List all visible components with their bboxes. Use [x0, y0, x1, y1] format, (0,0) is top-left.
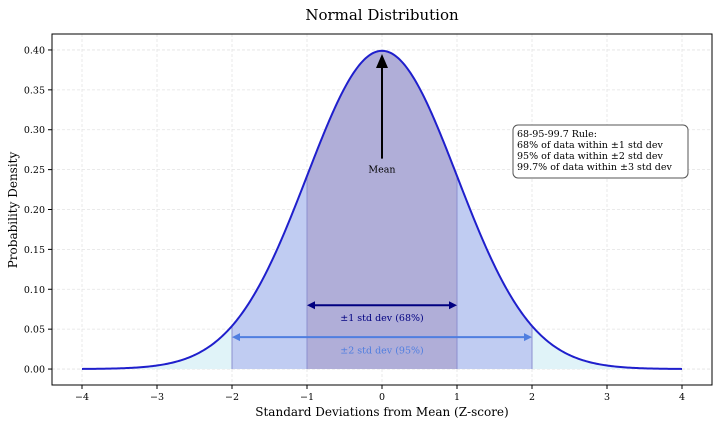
x-tick-label: 1 — [454, 392, 460, 403]
y-tick-label: 0.35 — [24, 85, 45, 96]
x-tick-label: −1 — [300, 392, 314, 403]
std2-arrow-head-left — [232, 333, 240, 342]
x-tick-label: 0 — [379, 392, 385, 403]
rule-box-line: 95% of data within ±2 std dev — [517, 151, 663, 162]
y-tick-label: 0.10 — [24, 285, 45, 296]
std2-label: ±2 std dev (95%) — [340, 346, 423, 357]
x-tick-label: 2 — [529, 392, 535, 403]
mean-arrow-head — [376, 53, 388, 68]
std1-arrow-head-right — [449, 301, 457, 310]
y-tick-label: 0.05 — [24, 325, 45, 336]
y-tick-label: 0.15 — [24, 245, 45, 256]
x-tick-label: −3 — [150, 392, 164, 403]
y-axis-label: Probability Density — [6, 152, 20, 269]
density-curve — [81, 49, 683, 370]
region-1sd-fill — [307, 50, 457, 370]
rule-box-frame — [512, 124, 689, 179]
x-axis-label: Standard Deviations from Mean (Z-score) — [255, 405, 508, 419]
rule-box-line: 99.7% of data within ±3 std dev — [517, 162, 673, 173]
x-tick-label: −2 — [225, 392, 239, 403]
x-tick-label: 3 — [604, 392, 610, 403]
x-tick-label: −4 — [75, 392, 89, 403]
rule-box-line: 68-95-99.7 Rule: — [517, 129, 597, 140]
y-tick-label: 0.00 — [24, 365, 45, 376]
std2-arrow-head-right — [524, 333, 532, 342]
y-axis-ticks: 0.00 0.05 0.10 0.15 0.20 0.25 0.30 0.35 0.40 — [24, 45, 52, 376]
y-tick-label: 0.25 — [24, 165, 45, 176]
rule-box-line: 68% of data within ±1 std dev — [517, 140, 663, 151]
rule-box: 68-95-99.7 Rule: 68% of data within ±1 s… — [512, 124, 689, 179]
y-tick-label: 0.20 — [24, 205, 45, 216]
std1-arrow-head-left — [307, 301, 315, 310]
x-axis-ticks: −4 −3 −2 −1 0 1 2 3 4 — [75, 385, 685, 403]
y-tick-label: 0.40 — [24, 45, 45, 56]
y-tick-label: 0.30 — [24, 125, 45, 136]
std1-label: ±1 std dev (68%) — [340, 313, 423, 324]
x-tick-label: 4 — [679, 392, 685, 403]
mean-label: Mean — [368, 165, 395, 176]
chart-title: Normal Distribution — [305, 6, 459, 24]
